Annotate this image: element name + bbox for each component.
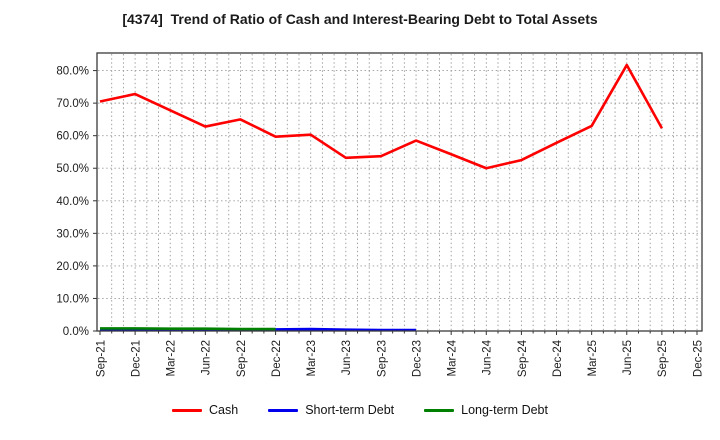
legend-label-long-term-debt: Long-term Debt xyxy=(461,403,548,417)
x-tick-label: Sep-22 xyxy=(236,340,248,377)
chart-title: [4374] Trend of Ratio of Cash and Intere… xyxy=(122,11,598,27)
legend-line-short-term-debt xyxy=(268,408,299,412)
y-tick-label: 60.0% xyxy=(56,131,89,143)
legend: Cash Short-term Debt Long-term Debt xyxy=(0,403,720,417)
series-lines xyxy=(99,63,664,332)
x-tick-label: Mar-25 xyxy=(587,340,599,376)
legend-item-cash: Cash xyxy=(172,403,238,417)
legend-line-cash xyxy=(172,408,203,412)
y-tick-label: 40.0% xyxy=(56,196,89,208)
y-tick-label: 10.0% xyxy=(56,293,89,305)
axis-ticks xyxy=(93,70,698,335)
legend-item-long-term-debt: Long-term Debt xyxy=(424,403,548,417)
x-tick-label: Sep-21 xyxy=(95,340,107,377)
x-tick-label: Dec-24 xyxy=(552,339,564,377)
y-tick-label: 50.0% xyxy=(56,163,89,175)
axis-labels: 0.0% 10.0% 20.0% 30.0% 40.0% 50.0% 60.0% 70.0% 8… xyxy=(56,66,704,378)
x-tick-label: Mar-24 xyxy=(447,339,459,376)
y-tick-label: 70.0% xyxy=(56,98,89,110)
legend-label-short-term-debt: Short-term Debt xyxy=(305,403,395,417)
x-tick-label: Jun-23 xyxy=(341,340,353,375)
y-tick-label: 30.0% xyxy=(56,228,89,240)
gridlines xyxy=(98,54,701,330)
x-tick-label: Dec-23 xyxy=(411,340,423,377)
x-tick-label: Dec-25 xyxy=(692,340,704,377)
x-tick-label: Jun-22 xyxy=(201,340,213,375)
series-line-cash xyxy=(99,63,664,170)
y-tick-label: 0.0% xyxy=(63,326,89,338)
x-tick-label: Dec-21 xyxy=(130,340,142,377)
x-tick-label: Sep-25 xyxy=(657,340,669,377)
legend-item-short-term-debt: Short-term Debt xyxy=(268,403,394,417)
y-tick-label: 20.0% xyxy=(56,261,89,273)
x-tick-label: Mar-22 xyxy=(166,340,178,376)
x-tick-label: Mar-23 xyxy=(306,340,318,376)
x-tick-label: Jun-25 xyxy=(622,340,634,375)
x-tick-label: Jun-24 xyxy=(482,339,494,375)
legend-label-cash: Cash xyxy=(209,403,239,417)
x-tick-label: Sep-23 xyxy=(376,340,388,377)
plot-border xyxy=(96,52,703,332)
series-line-long-term-debt xyxy=(100,327,276,331)
legend-line-long-term-debt xyxy=(424,408,455,412)
x-tick-label: Sep-24 xyxy=(517,339,529,377)
y-tick-label: 80.0% xyxy=(56,66,89,78)
x-tick-label: Dec-22 xyxy=(271,340,283,377)
